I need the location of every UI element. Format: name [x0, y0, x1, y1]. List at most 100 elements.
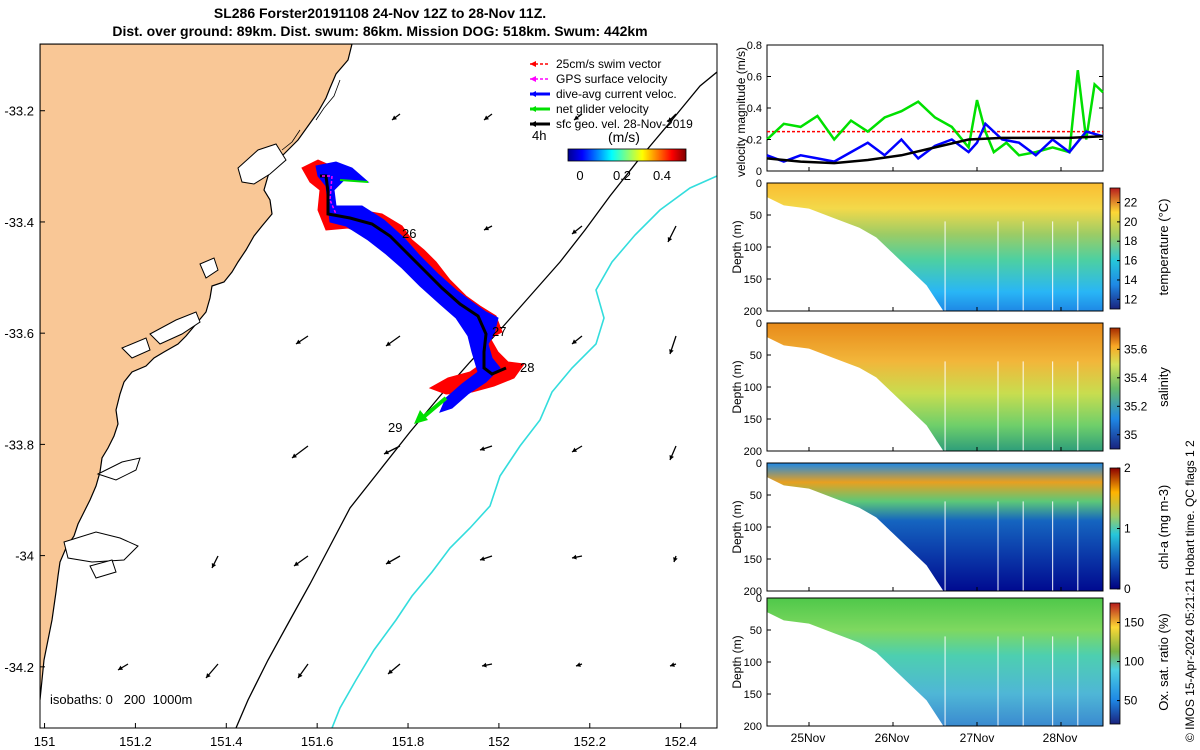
- velocity-arrowhead: [673, 557, 678, 562]
- section-panel: 0 50 100 150 200 Depth (m) 12 14 16 18 20 22 tempera…: [730, 178, 1171, 318]
- velocity-arrowhead: [294, 561, 299, 566]
- colorbar-tick-label: 16: [1124, 254, 1138, 268]
- map-xtick-label: 152: [488, 734, 510, 749]
- depth-axis-label: Depth (m): [730, 360, 744, 413]
- land-mass: [40, 44, 353, 701]
- map-xtick-label: 151.6: [301, 734, 334, 749]
- map-panel: 26 27 28 29 isobaths: 0 200 1000m 25cm/s…: [4, 43, 718, 749]
- velocity-ytick-label: 0.6: [747, 72, 762, 84]
- velocity-series-line: [766, 70, 1104, 157]
- legend-label: GPS surface velocity: [556, 72, 667, 86]
- isobath-1000m: [331, 175, 717, 728]
- colorbar-tick-1: 0.2: [613, 168, 631, 183]
- depth-tick-label: 100: [744, 657, 762, 669]
- velocity-arrowhead: [572, 447, 577, 452]
- velocity-ytick-label: 0.2: [747, 135, 762, 147]
- legend-label: sfc geo. vel. 28-Nov-2019: [556, 117, 693, 131]
- section-data-fill: [767, 463, 1103, 591]
- depth-tick-label: 100: [744, 242, 762, 254]
- net-glider-arrowhead: [414, 410, 428, 424]
- depth-tick-label: 200: [744, 721, 762, 733]
- section-background: [767, 598, 1103, 726]
- velocity-arrowhead: [572, 554, 577, 560]
- depth-axis-label: Depth (m): [730, 500, 744, 553]
- colorbar-tick-0: 0: [576, 168, 583, 183]
- colorbar-tick-label: 35.2: [1124, 399, 1148, 413]
- depth-tick-label: 200: [744, 586, 762, 598]
- depth-tick-label: 0: [756, 458, 762, 470]
- velocity-panel: [766, 44, 1104, 172]
- velocity-arrowhead: [574, 115, 579, 120]
- velocity-arrowhead: [392, 115, 397, 120]
- legend-swatch-head: [530, 121, 536, 127]
- depth-axis-label: Depth (m): [730, 635, 744, 688]
- section-data-fill: [767, 598, 1103, 726]
- depth-tick-label: 50: [750, 210, 762, 222]
- map-ytick-label: -33.6: [4, 326, 34, 341]
- map-xtick-label: 151.2: [119, 734, 152, 749]
- legend-label: dive-avg current veloc.: [556, 87, 677, 101]
- velocity-ytick-label: 0: [756, 166, 762, 178]
- velocity-arrowhead: [386, 559, 391, 564]
- colorbar-label: salinity: [1156, 367, 1171, 407]
- map-xtick-label: 151: [34, 734, 56, 749]
- map-frame: [39, 43, 718, 729]
- isobaths-label: isobaths: 0 200 1000m: [50, 692, 192, 707]
- xtick-28nov: 28Nov: [1043, 731, 1078, 745]
- section-colorbar: [1109, 327, 1121, 450]
- map-ytick-label: -33.4: [4, 215, 34, 230]
- section-frame: [766, 462, 1104, 592]
- colorbar-tick-label: 12: [1124, 292, 1138, 306]
- colorbar-tick-label: 150: [1124, 616, 1144, 630]
- track-magenta-gps: [322, 175, 337, 215]
- legend-4h-label: 4h: [532, 128, 546, 143]
- velocity-arrowhead: [572, 339, 577, 344]
- depth-tick-label: 150: [744, 274, 762, 286]
- velocity-arrowhead: [211, 563, 217, 568]
- velocity-arrowhead: [292, 453, 297, 458]
- net-glider-velocity-arrow-start: [339, 179, 369, 183]
- isobath-0m: [281, 79, 341, 151]
- depth-tick-label: 0: [756, 318, 762, 330]
- depth-tick-label: 150: [744, 414, 762, 426]
- title-line-2: Dist. over ground: 89km. Dist. swum: 86k…: [112, 23, 648, 39]
- map-y-axis: -33.2 -33.4 -33.6 -33.8 -34 -34.2: [4, 104, 45, 675]
- velocity-arrowhead: [667, 237, 673, 242]
- depth-tick-label: 150: [744, 689, 762, 701]
- colorbar-label: temperature (°C): [1156, 199, 1171, 296]
- velocity-ytick-label: 0.4: [747, 103, 762, 115]
- map-xtick-label: 152.2: [574, 734, 607, 749]
- section-colorbar: [1109, 187, 1121, 310]
- day-label-27: 27: [492, 324, 506, 339]
- section-frame: [766, 597, 1104, 727]
- colorbar-tick-label: 22: [1124, 196, 1138, 210]
- colorbar-tick-label: 35: [1124, 428, 1138, 442]
- velocity-arrowhead: [572, 229, 577, 234]
- legend-label: 25cm/s swim vector: [556, 57, 661, 71]
- velocity-arrowhead: [484, 225, 489, 231]
- depth-tick-label: 50: [750, 625, 762, 637]
- day-label-28: 28: [520, 360, 534, 375]
- velocity-arrowhead: [669, 349, 674, 354]
- colorbar-tick-label: 50: [1124, 694, 1138, 708]
- section-panel: 0 50 100 150 200 Depth (m) 50 100 150 Ox. sat. ra…: [730, 593, 1171, 733]
- section-background: [767, 183, 1103, 311]
- velocity-arrowhead: [480, 446, 485, 451]
- depth-tick-label: 0: [756, 178, 762, 190]
- section-frame: [766, 322, 1104, 452]
- section-data-fill: [767, 323, 1103, 451]
- legend-swatch-head: [530, 106, 536, 112]
- day-label-26: 26: [402, 226, 416, 241]
- legend-swatch-head: [530, 76, 536, 82]
- velocity-axis: 0 0.2 0.4 0.6 0.8: [747, 40, 1103, 178]
- depth-tick-label: 0: [756, 593, 762, 605]
- section-colorbar: [1109, 467, 1121, 590]
- velocity-arrowhead: [670, 662, 675, 667]
- colorbar-label: Ox. sat. ratio (%): [1156, 613, 1171, 711]
- map-colorbar: [567, 148, 687, 162]
- velocity-arrowhead: [298, 673, 303, 678]
- colorbar-unit-label: (m/s): [608, 129, 640, 145]
- depth-tick-label: 100: [744, 522, 762, 534]
